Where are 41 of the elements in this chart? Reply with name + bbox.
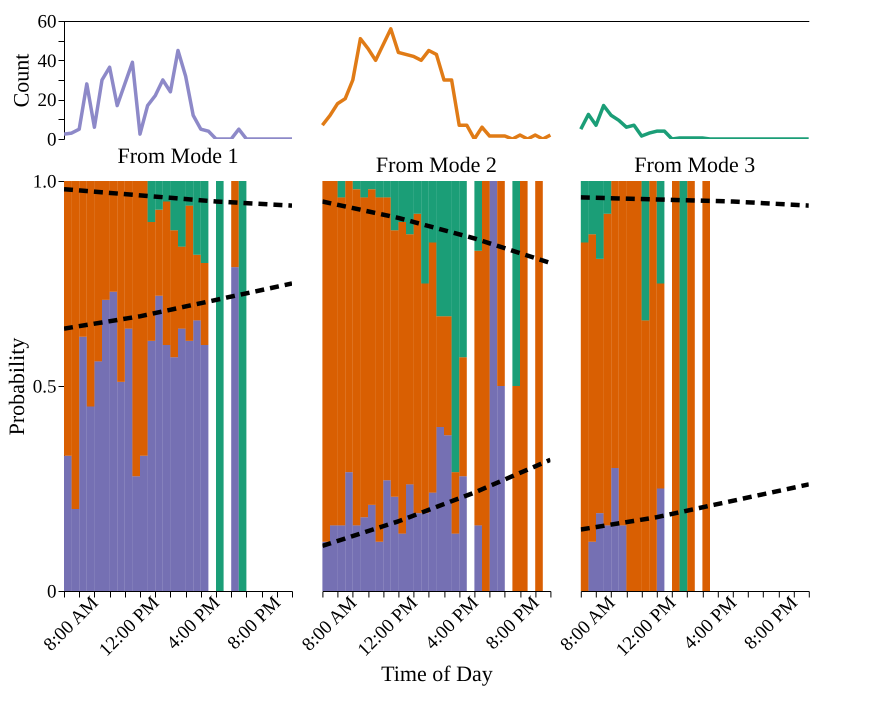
- line-series: [64, 186, 292, 208]
- x-tick-label: 4:00 PM: [680, 592, 742, 654]
- bar: [656, 181, 664, 284]
- bar: [474, 525, 482, 591]
- chart-title: From Mode 1: [118, 143, 238, 168]
- y-tick-label: 0: [47, 582, 56, 602]
- x-tick-label: 4:00 PM: [162, 592, 224, 654]
- line-series: [64, 281, 292, 331]
- y-tick-label: 40: [38, 50, 56, 72]
- bar: [680, 181, 688, 591]
- y-tick-label: 0.5: [32, 376, 56, 398]
- bar: [672, 181, 680, 591]
- bar: [231, 181, 239, 268]
- bar: [238, 181, 246, 591]
- y-tick-label: 20: [38, 90, 56, 112]
- bar: [702, 181, 710, 591]
- bar: [687, 181, 695, 591]
- bar: [231, 267, 239, 591]
- bar: [497, 181, 505, 386]
- y-tick-label: 0: [47, 130, 56, 150]
- line-series: [579, 104, 809, 139]
- chart-title: From Mode 2: [376, 152, 497, 177]
- bar: [642, 181, 650, 320]
- bar: [512, 181, 520, 386]
- bar: [216, 181, 224, 591]
- y-tick-label: 60: [38, 12, 56, 32]
- bar: [338, 181, 346, 198]
- bar: [474, 181, 482, 251]
- line-series: [64, 48, 294, 139]
- line-series: [320, 27, 552, 139]
- x-tick-label: 8:00 PM: [482, 592, 544, 654]
- bar: [656, 488, 664, 591]
- chart-title: From Mode 3: [634, 152, 756, 177]
- x-tick-label: 4:00 PM: [421, 592, 483, 654]
- y-tick-label: 1.0: [32, 172, 56, 192]
- x-tick-label: 8:00 PM: [740, 592, 802, 654]
- bar: [535, 181, 543, 591]
- x-axis-title: Time of Day: [381, 660, 493, 686]
- y-axis-title: Count: [8, 54, 34, 108]
- x-tick-label: 8:00 PM: [224, 592, 286, 654]
- y-axis-title: Probability: [4, 338, 29, 436]
